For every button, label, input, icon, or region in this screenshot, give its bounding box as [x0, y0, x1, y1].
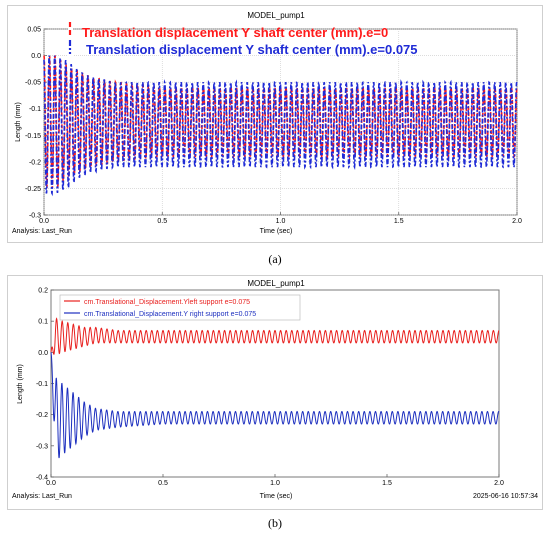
- x-tick-label: 0.0: [46, 480, 56, 487]
- legend-b-label-left: cm.Translational_Displacement.Yleft supp…: [84, 299, 250, 306]
- x-tick-label: 0.0: [39, 218, 49, 225]
- chart-a-footer-analysis: Analysis: Last_Run: [12, 228, 72, 235]
- chart-b-footer-timestamp: 2025-06-16 10:57:34: [473, 493, 538, 500]
- chart-b-plot-area: [50, 289, 500, 478]
- y-tick-label: 0.2: [38, 288, 48, 295]
- x-tick-label: 0.5: [157, 218, 167, 225]
- legend-a-label-e0: Translation displacement Y shaft center …: [82, 25, 388, 40]
- chart-a-y-axis-label: Length (mm): [15, 102, 22, 142]
- y-tick-label: -0.4: [36, 475, 48, 482]
- chart-a-series: [43, 55, 518, 197]
- x-tick-label: 1.5: [382, 480, 392, 487]
- y-tick-label: -0.3: [36, 443, 48, 450]
- legend-b-label-right: cm.Translational_Displacement.Y right su…: [84, 311, 256, 318]
- x-tick-label: 1.0: [270, 480, 280, 487]
- x-tick-label: 2.0: [494, 480, 504, 487]
- y-tick-label: -0.15: [25, 133, 41, 140]
- chart-panel-b: MODEL_pump1 0.2 0.1 0.0 -0.1 -0.2 -0.3 -0.4 0.…: [7, 275, 543, 510]
- legend-a-label-e0075: Translation displacement Y shaft center …: [86, 42, 418, 57]
- y-tick-label: -0.3: [29, 213, 41, 220]
- chart-a-x-ticks: 0.0 0.5 1.0 1.5 2.0: [39, 212, 522, 225]
- chart-a-legend-bg: [68, 20, 73, 56]
- chart-b-footer-analysis: Analysis: Last_Run: [12, 493, 72, 500]
- y-tick-label: 0.1: [38, 319, 48, 326]
- y-tick-label: 0.0: [31, 53, 41, 60]
- y-tick-label: -0.25: [25, 186, 41, 193]
- chart-a-y-ticks: 0.05 0.0 -0.05 -0.1 -0.15 -0.2 -0.25 -0.3: [25, 27, 47, 220]
- y-tick-label: -0.1: [29, 106, 41, 113]
- series-line-0: [50, 317, 500, 356]
- x-tick-label: 2.0: [512, 218, 522, 225]
- chart-b-svg: MODEL_pump1 0.2 0.1 0.0 -0.1 -0.2 -0.3 -0.4 0.…: [12, 279, 538, 500]
- chart-a-title: MODEL_pump1: [247, 11, 305, 20]
- chart-b-title: MODEL_pump1: [247, 279, 305, 288]
- chart-b-x-axis-label: Time (sec): [260, 493, 293, 500]
- chart-b-y-axis-label: Length (mm): [17, 364, 24, 404]
- y-tick-label: -0.2: [36, 412, 48, 419]
- chart-a-svg: MODEL_pump1 0.05 0.0 -0.05 -0.1 -0.15 -0.2 -0.…: [12, 11, 522, 235]
- x-tick-label: 1.0: [276, 218, 286, 225]
- x-tick-label: 1.5: [394, 218, 404, 225]
- y-tick-label: 0.05: [27, 27, 41, 34]
- y-tick-label: -0.1: [36, 381, 48, 388]
- chart-panel-a: MODEL_pump1 0.05 0.0 -0.05 -0.1 -0.15 -0.2 -0.…: [7, 5, 543, 243]
- chart-b-x-ticks: 0.0 0.5 1.0 1.5 2.0: [46, 474, 504, 487]
- chart-b-legend-box: [59, 294, 301, 321]
- chart-b-y-ticks: 0.2 0.1 0.0 -0.1 -0.2 -0.3 -0.4: [36, 288, 54, 482]
- x-tick-label: 0.5: [158, 480, 168, 487]
- series-line-1: [43, 55, 518, 197]
- y-tick-label: 0.0: [38, 350, 48, 357]
- caption-b: (b): [268, 516, 282, 530]
- chart-a-x-axis-label: Time (sec): [260, 228, 293, 235]
- y-tick-label: -0.2: [29, 159, 41, 166]
- y-tick-label: -0.05: [25, 80, 41, 87]
- caption-a: (a): [268, 252, 282, 266]
- chart-b-series: [50, 317, 500, 459]
- series-line-1: [50, 352, 500, 459]
